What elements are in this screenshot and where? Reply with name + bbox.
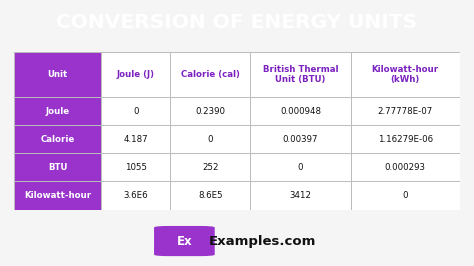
- Text: 2.77778E-07: 2.77778E-07: [378, 107, 433, 116]
- Bar: [170, 153, 250, 181]
- Bar: [14, 52, 101, 97]
- Text: Kilowatt-hour: Kilowatt-hour: [24, 191, 91, 200]
- Bar: [101, 52, 170, 97]
- Bar: [14, 125, 101, 153]
- FancyBboxPatch shape: [154, 226, 215, 256]
- Text: 0: 0: [298, 163, 303, 172]
- Bar: [250, 181, 351, 210]
- Bar: [250, 97, 351, 125]
- Bar: [101, 181, 170, 210]
- Text: 8.6E5: 8.6E5: [198, 191, 223, 200]
- Text: 0.2390: 0.2390: [195, 107, 225, 116]
- Text: Kilowatt-hour
(kWh): Kilowatt-hour (kWh): [372, 65, 439, 84]
- Bar: [250, 153, 351, 181]
- Text: Calorie (cal): Calorie (cal): [181, 70, 240, 79]
- Text: Calorie: Calorie: [41, 135, 75, 144]
- Bar: [351, 97, 460, 125]
- Bar: [250, 52, 351, 97]
- Text: Joule (J): Joule (J): [117, 70, 155, 79]
- Text: 0: 0: [402, 191, 408, 200]
- Bar: [351, 125, 460, 153]
- Bar: [351, 153, 460, 181]
- Text: 0: 0: [133, 107, 138, 116]
- Text: 0.00397: 0.00397: [283, 135, 318, 144]
- Text: Unit: Unit: [47, 70, 68, 79]
- Text: Joule: Joule: [46, 107, 70, 116]
- Bar: [170, 52, 250, 97]
- Text: 4.187: 4.187: [123, 135, 148, 144]
- Bar: [14, 97, 101, 125]
- Bar: [101, 153, 170, 181]
- Text: 0: 0: [208, 135, 213, 144]
- Bar: [14, 181, 101, 210]
- Bar: [351, 181, 460, 210]
- Bar: [170, 97, 250, 125]
- Bar: [170, 125, 250, 153]
- Text: Ex: Ex: [177, 235, 192, 248]
- Text: 1.16279E-06: 1.16279E-06: [378, 135, 433, 144]
- Bar: [14, 153, 101, 181]
- Text: British Thermal
Unit (BTU): British Thermal Unit (BTU): [263, 65, 338, 84]
- Text: 0.000293: 0.000293: [385, 163, 426, 172]
- Text: 1055: 1055: [125, 163, 146, 172]
- Bar: [250, 125, 351, 153]
- Bar: [101, 125, 170, 153]
- Text: 0.000948: 0.000948: [280, 107, 321, 116]
- Text: 3.6E6: 3.6E6: [123, 191, 148, 200]
- Text: Examples.com: Examples.com: [209, 235, 317, 248]
- Bar: [170, 181, 250, 210]
- Text: 252: 252: [202, 163, 219, 172]
- Bar: [101, 97, 170, 125]
- Bar: [351, 52, 460, 97]
- Text: BTU: BTU: [48, 163, 67, 172]
- Text: 3412: 3412: [290, 191, 311, 200]
- Text: CONVERSION OF ENERGY UNITS: CONVERSION OF ENERGY UNITS: [56, 13, 418, 31]
